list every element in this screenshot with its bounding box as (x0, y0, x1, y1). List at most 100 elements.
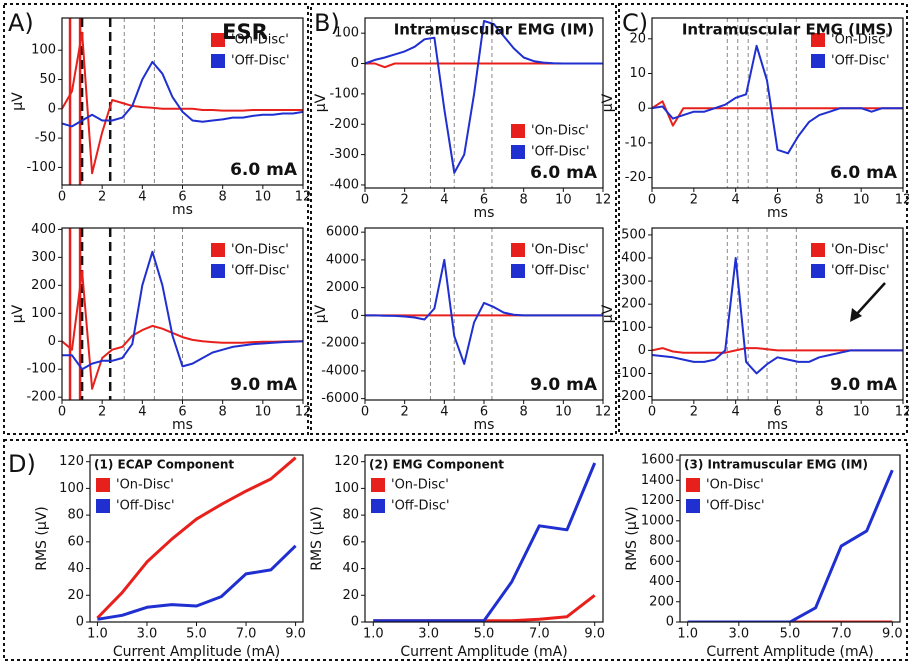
legend-swatch (211, 33, 225, 47)
series-line (652, 44, 903, 155)
x-tick-label: 2 (98, 190, 106, 205)
x-tick-label: 8 (219, 405, 227, 420)
x-tick-label: 5.0 (780, 627, 801, 642)
y-tick-label: 60 (67, 534, 84, 549)
legend-label: 'Off-Disc' (706, 499, 765, 514)
x-tick-label: 10 (255, 190, 272, 205)
legend-label: 'On-Disc' (231, 243, 289, 258)
y-tick-label: 100 (31, 306, 56, 321)
legend-swatch (211, 243, 225, 257)
annotation: 9.0 mA (530, 375, 598, 395)
panel-c-border (618, 3, 908, 435)
plot-frame (364, 17, 604, 189)
legend-label: 'Off-Disc' (531, 264, 590, 279)
plot-frame (651, 17, 904, 189)
y-tick-label: 120 (334, 454, 359, 469)
legend-swatch (811, 264, 825, 278)
x-tick-label: 12 (295, 405, 312, 420)
y-tick-label: 100 (31, 43, 56, 58)
chart-title: (3) Intramuscular EMG (IM) (684, 458, 868, 472)
x-tick-label: 8 (815, 193, 823, 208)
legend-swatch (511, 264, 525, 278)
plot-frame (679, 454, 901, 623)
legend-swatch (811, 54, 825, 68)
y-tick-label: 2000 (326, 280, 359, 295)
x-tick-label: 8 (219, 190, 227, 205)
x-tick-label: 1.0 (87, 627, 108, 642)
x-tick-label: 10 (555, 193, 572, 208)
x-tick-label: 8 (815, 405, 823, 420)
x-tick-label: 0 (361, 193, 369, 208)
y-tick-label: 40 (342, 561, 359, 576)
x-tick-label: 7.0 (831, 627, 852, 642)
y-axis-label: µV (600, 304, 616, 323)
x-tick-label: 6 (773, 193, 781, 208)
x-tick-label: 8 (520, 405, 528, 420)
plot-frame (61, 227, 304, 401)
y-tick-label: 100 (59, 481, 84, 496)
x-tick-label: 12 (595, 405, 612, 420)
legend-label: 'Off-Disc' (531, 145, 590, 160)
y-tick-label: 300 (621, 274, 646, 289)
legend-swatch (686, 478, 700, 492)
panel-a-border (3, 3, 309, 435)
y-tick-label: 0 (666, 615, 674, 630)
plot-frame (364, 454, 604, 623)
chart-title: (2) EMG Component (369, 458, 504, 472)
y-tick-label: 60 (342, 534, 359, 549)
y-tick-label: -200 (26, 390, 56, 405)
y-tick-label: 100 (334, 26, 359, 41)
x-tick-label: 4 (138, 190, 146, 205)
x-axis-label: Current Amplitude (mA) (113, 644, 280, 660)
x-axis-label: ms (767, 417, 788, 433)
y-tick-label: 20 (342, 588, 359, 603)
legend-label: 'Off-Disc' (831, 264, 890, 279)
series-line (96, 456, 297, 620)
x-tick-label: 2 (401, 405, 409, 420)
x-tick-label: 4 (732, 405, 740, 420)
y-tick-label: -100 (616, 366, 646, 381)
y-axis-label: µV (600, 93, 616, 112)
legend-label: 'Off-Disc' (231, 54, 290, 69)
y-axis-label: µV (313, 93, 329, 112)
x-tick-label: 12 (295, 190, 312, 205)
annotation-arrow (854, 282, 886, 317)
y-tick-label: 400 (31, 222, 56, 237)
legend-swatch (96, 499, 110, 513)
y-tick-label: 10 (629, 66, 646, 81)
y-tick-label: 0 (351, 615, 359, 630)
x-tick-label: 6 (178, 190, 186, 205)
y-tick-label: 0 (351, 308, 359, 323)
x-tick-label: 8 (520, 193, 528, 208)
x-tick-label: 10 (555, 405, 572, 420)
chart-title: Intramuscular EMG (IM) (394, 21, 595, 39)
x-tick-label: 4 (138, 405, 146, 420)
x-tick-label: 2 (690, 405, 698, 420)
legend-swatch (511, 243, 525, 257)
y-tick-label: 0 (351, 56, 359, 71)
y-tick-label: 80 (342, 508, 359, 523)
panel-label: A) (8, 9, 34, 37)
x-tick-label: 10 (255, 405, 272, 420)
plot-frame (651, 227, 904, 401)
legend-label: 'Off-Disc' (231, 264, 290, 279)
legend-label: 'Off-Disc' (831, 54, 890, 69)
legend-swatch (811, 33, 825, 47)
x-axis-label: Current Amplitude (mA) (400, 644, 567, 660)
y-tick-label: 800 (649, 534, 674, 549)
x-tick-label: 3.0 (418, 627, 439, 642)
plot-frame (89, 454, 304, 623)
y-tick-label: 400 (649, 574, 674, 589)
y-tick-label: -2000 (321, 336, 359, 351)
y-tick-label: -10 (625, 135, 646, 150)
legend-label: 'On-Disc' (831, 33, 889, 48)
y-tick-label: 0 (638, 343, 646, 358)
y-tick-label: -100 (26, 160, 56, 175)
series-line (652, 257, 903, 375)
legend-label: 'Off-Disc' (116, 499, 175, 514)
x-tick-label: 6 (773, 405, 781, 420)
legend-label: 'On-Disc' (231, 33, 289, 48)
x-axis-label: ms (172, 202, 193, 218)
x-tick-label: 5.0 (186, 627, 207, 642)
y-axis-label: RMS (µV) (624, 506, 640, 571)
